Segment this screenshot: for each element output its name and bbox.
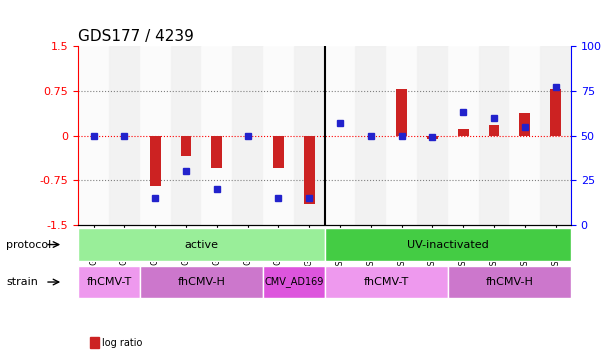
Bar [478,46,509,225]
Bar [448,46,478,225]
Bar [386,46,417,225]
Text: fhCMV-H: fhCMV-H [486,277,533,287]
Bar [417,46,448,225]
Bar [509,46,540,225]
Bar [519,113,530,136]
Bar [355,46,386,225]
Bar [304,136,314,204]
Bar [263,46,294,225]
Bar [540,46,571,225]
FancyBboxPatch shape [140,266,263,298]
Bar [427,136,438,139]
FancyBboxPatch shape [78,266,140,298]
Text: fhCMV-T: fhCMV-T [364,277,409,287]
FancyBboxPatch shape [325,228,571,261]
Text: fhCMV-T: fhCMV-T [87,277,132,287]
Bar [180,136,191,156]
Bar [109,46,140,225]
Bar [171,46,201,225]
Text: GDS177 / 4239: GDS177 / 4239 [78,29,194,44]
Text: CMV_AD169: CMV_AD169 [264,277,323,287]
Bar [78,46,109,225]
Text: strain: strain [6,277,38,287]
Bar [140,46,171,225]
Text: protocol: protocol [6,240,51,250]
Bar [232,46,263,225]
Bar [294,46,325,225]
Text: active: active [185,240,218,250]
FancyBboxPatch shape [448,266,571,298]
Text: UV-inactivated: UV-inactivated [407,240,489,250]
Bar [212,136,222,169]
Bar [201,46,232,225]
Bar [458,129,469,136]
Bar [489,125,499,136]
Text: fhCMV-H: fhCMV-H [177,277,225,287]
FancyBboxPatch shape [78,228,325,261]
Text: log ratio: log ratio [102,338,142,348]
FancyBboxPatch shape [263,266,325,298]
Bar [550,89,561,136]
FancyBboxPatch shape [325,266,448,298]
Bar [273,136,284,169]
Bar [396,89,407,136]
Bar [325,46,355,225]
Bar [150,136,160,186]
